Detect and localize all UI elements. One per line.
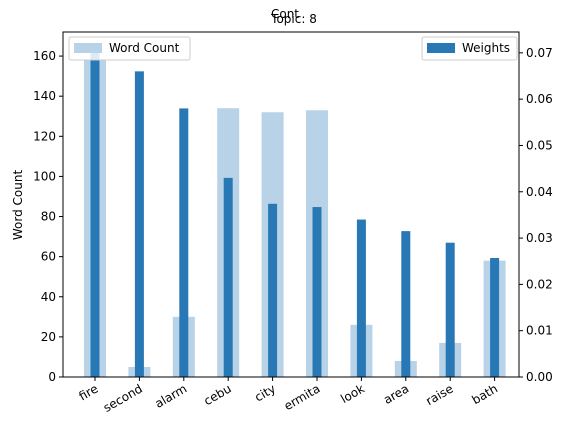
x-tick-label: area [381, 381, 411, 407]
y-right-tick-label: 0.01 [526, 324, 553, 338]
x-axis-ticks: fire second alarm cebu city ermita look area rai… [77, 377, 500, 415]
y-right-tick-label: 0.05 [526, 138, 553, 152]
x-tick-label: fire [77, 381, 101, 403]
weights-bar-bath [490, 257, 500, 377]
y-left-tick-label: 20 [41, 330, 56, 344]
weights-bar-look [356, 219, 366, 377]
y-right-tick-label: 0.04 [526, 185, 553, 199]
legend-word-count: Word Count [68, 36, 191, 61]
x-tick-label: ermita [282, 381, 323, 413]
y-right-tick-label: 0.03 [526, 231, 553, 245]
y-left-tick-label: 0 [48, 370, 56, 384]
y-left-tick-label: 160 [33, 49, 56, 63]
y-right-tick-label: 0.00 [526, 370, 553, 384]
weights-bar-raise [445, 242, 455, 377]
y-axis-left-ticks: 0 20 40 60 80 100 120 140 160 [33, 49, 63, 384]
x-tick-label: look [338, 381, 367, 406]
x-tick-label: alarm [152, 381, 189, 410]
chart-suptitle: Cont [271, 7, 299, 21]
y-left-tick-label: 60 [41, 250, 56, 264]
y-left-tick-label: 140 [33, 89, 56, 103]
y-left-tick-label: 80 [41, 210, 56, 224]
x-tick-label: second [101, 381, 145, 415]
x-tick-label: cebu [201, 381, 233, 408]
x-tick-label: city [252, 381, 278, 404]
weights-bar-alarm [179, 108, 189, 377]
y-axis-right-ticks: 0.00 0.01 0.02 0.03 0.04 0.05 0.06 0.07 [519, 46, 553, 384]
legend-weights-label: Weights [462, 41, 510, 55]
weights-bar-second [134, 71, 144, 377]
word-count-bars [84, 60, 506, 378]
weights-bars [90, 52, 500, 377]
weights-bar-city [268, 203, 278, 377]
weights-bar-cebu [223, 177, 233, 377]
x-tick-label: raise [423, 381, 455, 408]
y-left-tick-label: 120 [33, 129, 56, 143]
x-tick-label: bath [469, 381, 500, 407]
y-axis-left-label: Word Count [11, 170, 25, 241]
legend-weights: Weights [421, 36, 518, 61]
legend-word-count-swatch [74, 43, 102, 53]
weights-bar-fire [90, 52, 100, 377]
chart-title: Topic: 8 [270, 12, 317, 26]
y-left-tick-label: 100 [33, 169, 56, 183]
legend-weights-swatch [427, 43, 455, 53]
legend-word-count-label: Word Count [109, 41, 180, 55]
weights-bar-ermita [312, 207, 322, 377]
y-left-tick-label: 40 [41, 290, 56, 304]
y-right-tick-label: 0.06 [526, 92, 553, 106]
y-right-tick-label: 0.02 [526, 277, 553, 291]
plot-frame [62, 31, 520, 378]
weights-bar-area [401, 231, 411, 377]
y-right-tick-label: 0.07 [526, 46, 553, 60]
